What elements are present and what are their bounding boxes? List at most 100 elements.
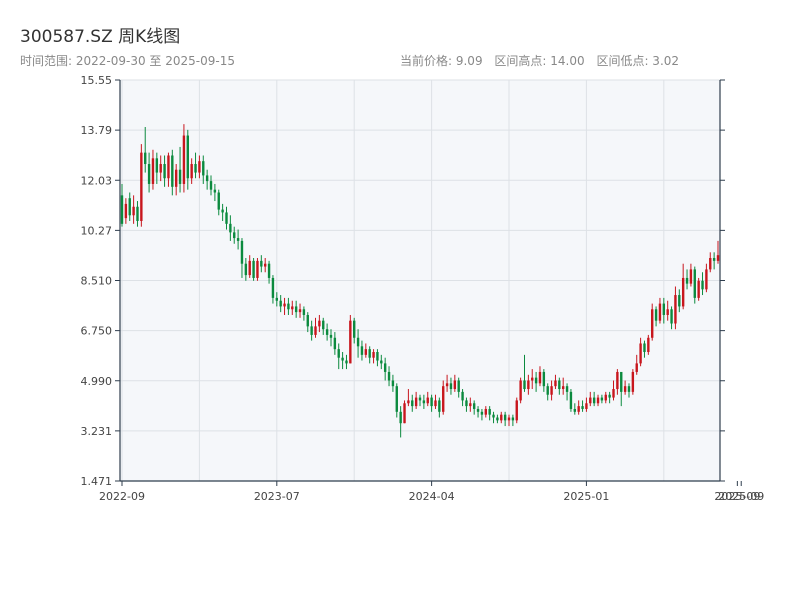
- x-tick-label: 2025-09: [714, 490, 760, 503]
- y-tick-label: 3.231: [81, 425, 113, 438]
- candle-body: [275, 297, 279, 301]
- candle-body: [395, 386, 398, 412]
- candle-body: [488, 408, 491, 415]
- candle-body: [236, 238, 240, 241]
- candle-body: [712, 258, 716, 261]
- candle-body: [507, 417, 511, 421]
- candle-body: [589, 397, 592, 404]
- candle-body: [283, 303, 286, 307]
- candle-body: [472, 403, 476, 409]
- candle-body: [221, 209, 224, 213]
- range-low-text: 区间低点: 3.02: [596, 54, 680, 68]
- candle-body: [279, 300, 282, 307]
- candle-body: [233, 232, 236, 239]
- candle-body: [356, 337, 360, 347]
- candle-body: [689, 269, 693, 284]
- candle-body: [527, 380, 530, 390]
- candle-body: [267, 263, 271, 278]
- candle-body: [167, 155, 170, 179]
- candle-body: [271, 277, 275, 298]
- candle-body: [414, 397, 418, 407]
- candle-body: [182, 135, 186, 184]
- candle-body: [325, 329, 329, 335]
- candle-body: [643, 343, 646, 353]
- y-tick-label: 4.990: [81, 375, 113, 388]
- candle-body: [716, 255, 720, 261]
- candle-body: [213, 189, 217, 193]
- candle-body: [585, 403, 588, 409]
- candle-body: [608, 394, 611, 398]
- candle-body: [217, 192, 220, 210]
- candle-body: [674, 295, 677, 324]
- candle-body: [306, 314, 309, 327]
- candle-body: [205, 175, 209, 182]
- candle-body: [542, 371, 546, 387]
- candle-body: [209, 181, 213, 190]
- candle-body: [600, 397, 604, 401]
- candle-body: [387, 371, 391, 381]
- candle-body: [546, 386, 549, 395]
- candle-body: [124, 203, 128, 219]
- candle-body: [171, 155, 174, 187]
- price-stats: 当前价格: 9.09 区间高点: 14.00 区间低点: 3.02: [400, 52, 687, 69]
- candle-body: [144, 152, 147, 165]
- candle-body: [503, 414, 507, 421]
- candle-body: [635, 363, 638, 372]
- candle-body: [287, 303, 290, 310]
- candle-body: [380, 360, 383, 364]
- candle-body: [329, 334, 333, 338]
- candle-body: [341, 357, 344, 361]
- candle-body: [438, 400, 441, 412]
- candle-body: [151, 158, 155, 184]
- candle-body: [666, 309, 669, 315]
- candle-body: [565, 386, 569, 392]
- candle-body: [654, 309, 658, 321]
- candle-body: [302, 309, 306, 315]
- candle-body: [480, 411, 484, 415]
- candle-body: [310, 326, 313, 335]
- candle-body: [496, 417, 499, 421]
- candle-body: [519, 380, 522, 401]
- chart-title: 300587.SZ 周K线图: [20, 27, 181, 47]
- y-tick-label: 13.79: [81, 124, 113, 137]
- y-tick-label: 15.55: [81, 74, 113, 87]
- candle-body: [163, 164, 166, 179]
- y-tick-label: 8.510: [81, 275, 113, 288]
- candle-body: [616, 371, 619, 390]
- candle-body: [178, 169, 182, 184]
- candle-body: [465, 400, 468, 407]
- candle-body: [248, 260, 251, 276]
- candle-body: [658, 303, 662, 321]
- candle-body: [256, 260, 259, 278]
- candle-body: [294, 306, 298, 313]
- candle-body: [345, 360, 348, 364]
- candle-body: [291, 306, 294, 310]
- x-tick-label: 2022-09: [99, 490, 145, 503]
- candle-body: [333, 337, 337, 350]
- candle-body: [298, 309, 302, 313]
- candle-body: [554, 380, 557, 387]
- candle-body: [430, 397, 433, 407]
- candle-body: [322, 320, 325, 330]
- candle-body: [155, 158, 159, 173]
- candle-body: [647, 337, 650, 353]
- x-tick-label: 2025-09: [718, 490, 764, 503]
- candle-body: [411, 400, 414, 407]
- candle-body: [202, 161, 205, 176]
- candle-body: [623, 386, 627, 392]
- candle-body: [368, 349, 371, 358]
- candle-body: [147, 164, 151, 184]
- candle-body: [705, 269, 708, 290]
- candle-body: [445, 383, 449, 387]
- candle-body: [260, 260, 263, 267]
- candle-body: [194, 164, 197, 173]
- candle-body: [627, 386, 631, 392]
- candle-body: [500, 414, 503, 421]
- candle-body: [198, 161, 201, 173]
- candle-body: [376, 352, 379, 361]
- candle-body: [128, 198, 131, 216]
- candle-body: [581, 406, 584, 409]
- candle-body: [531, 377, 534, 381]
- candle-body: [318, 320, 321, 327]
